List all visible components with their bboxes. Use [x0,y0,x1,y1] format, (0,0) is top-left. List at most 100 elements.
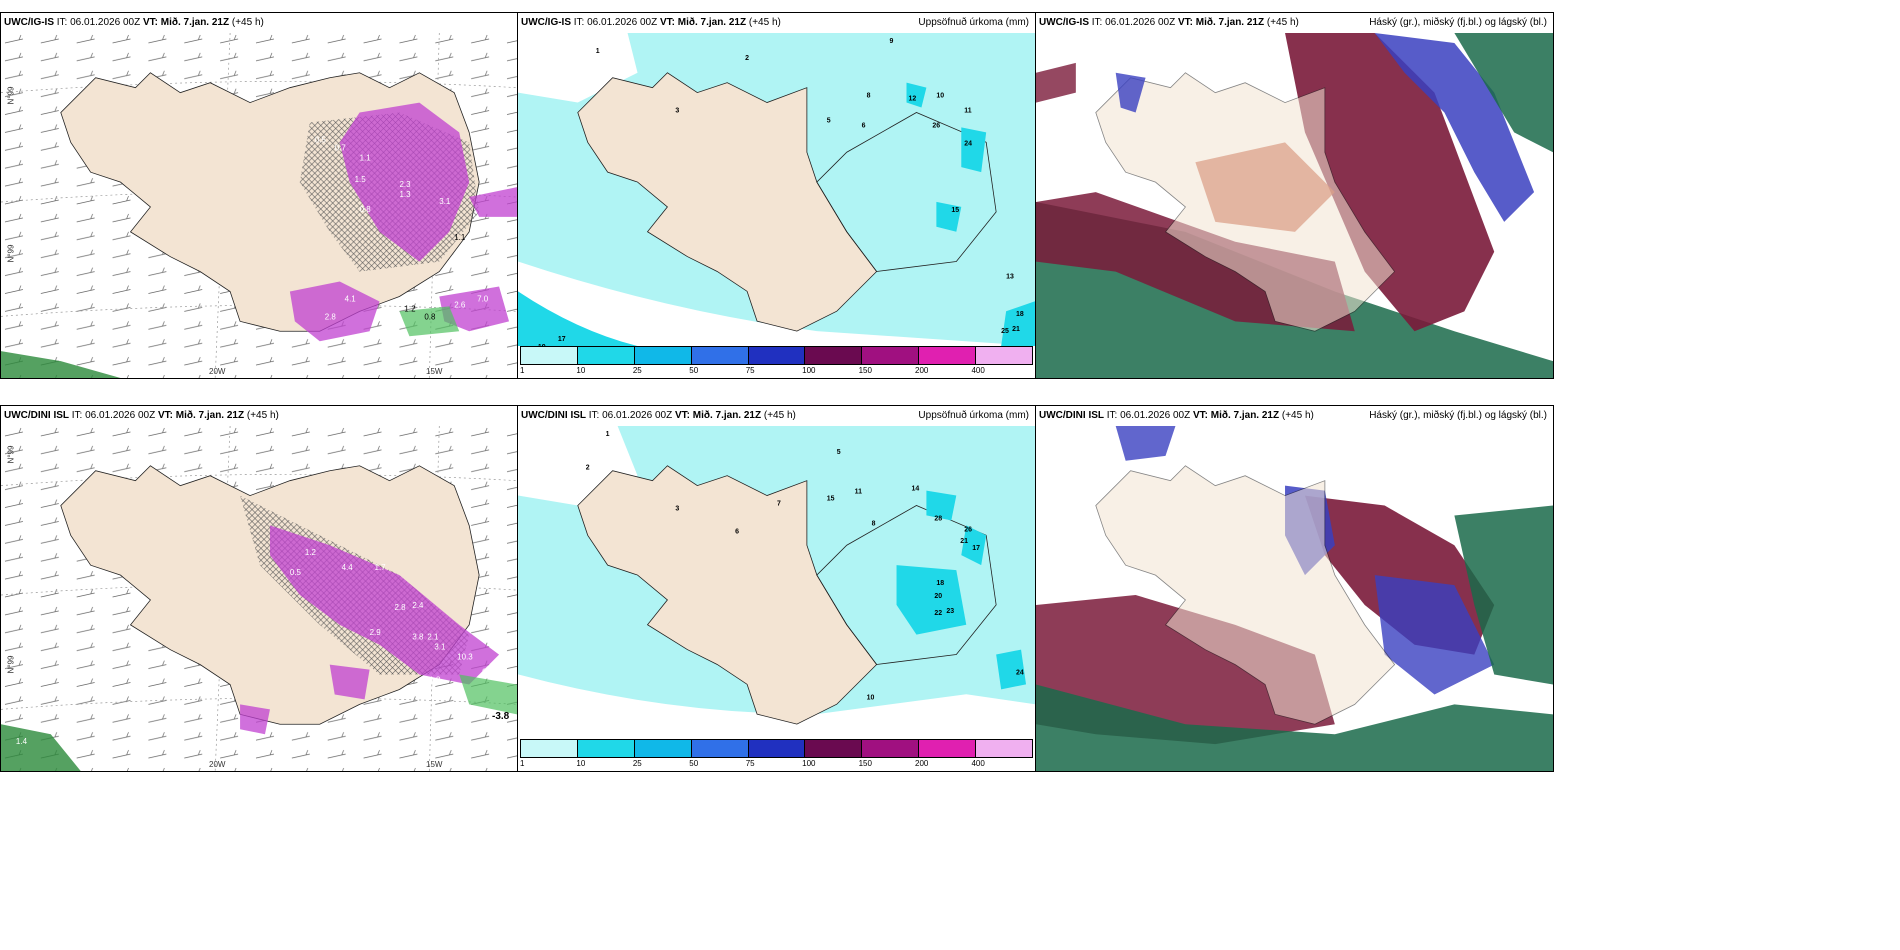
precip-value: 1 [596,48,600,55]
weather-value: 2.4 [412,601,424,610]
lat-label: N°99 [6,86,16,105]
precip-value: 25 [1001,328,1009,335]
init-time: IT: 06.01.2026 00Z [1106,410,1191,421]
panel-precip-dini: UWC/DINI ISL IT: 06.01.2026 00Z VT: Mið.… [517,405,1036,772]
weather-value: 2.8 [325,312,337,321]
legend-swatch [748,347,806,364]
precip-value: 26 [932,122,940,129]
precip-value: 9 [890,38,894,45]
model-name: UWC/IG-IS [521,17,571,28]
precip-value: 26 [964,526,972,533]
precip-value: 10 [867,694,875,701]
cloud-map [1036,426,1553,771]
weather-value: 7.0 [477,294,489,303]
precip-value: 28 [934,515,942,522]
precip-value: 5 [827,117,831,124]
model-name: UWC/DINI ISL [1039,410,1104,421]
precip-map: 1 2 3 5 6 7 8 11 14 28 26 21 17 18 20 22… [518,426,1035,739]
legend-tick: 1 [520,366,525,375]
weather-value: 1.2 [404,304,416,313]
weather-value: 3.1 [434,643,446,652]
precip-value: 17 [972,545,980,552]
legend-tick: 1 [520,759,525,768]
precip-value: 22 [934,610,942,617]
precip-value: 3 [675,505,679,512]
weather-value: 1.1 [360,153,372,162]
panel-header: UWC/DINI ISL IT: 06.01.2026 00Z VT: Mið.… [518,406,1035,426]
valid-time: Mið. 7.jan. 21Z [160,17,230,28]
valid-time: Mið. 7.jan. 21Z [175,410,245,421]
precip-color-legend: 1 10 25 50 75 100 150 200 400 [520,739,1033,769]
weather-value: 10.3 [457,653,473,662]
panel-title: Háský (gr.), miðský (fj.bl.) og lágský (… [1369,410,1547,421]
valid-prefix: VT: [659,17,675,28]
precip-value: 12 [908,96,916,103]
weather-value: 2.3 [399,180,411,189]
legend-tick: 75 [745,759,755,768]
panel-header: UWC/IG-IS IT: 06.01.2026 00Z VT: Mið. 7.… [1,13,517,33]
precip-value: 21 [960,538,968,545]
model-name: UWC/IG-IS [4,17,54,28]
precip-value: 24 [1016,669,1024,676]
valid-prefix: VT: [1192,410,1208,421]
weather-value: 1.1 [454,233,466,242]
model-name: UWC/DINI ISL [521,410,586,421]
precip-value: 3 [675,107,679,114]
valid-prefix: VT: [674,410,690,421]
precip-value: 2 [745,55,749,62]
precip-value: 11 [964,107,971,114]
panel-clouds-ig: UWC/IG-IS IT: 06.01.2026 00Z VT: Mið. 7.… [1035,12,1554,379]
lead-time: (+45 h) [231,17,264,28]
legend-tick: 400 [971,366,985,375]
legend-tick: 400 [971,759,985,768]
precip-value: 10 [936,93,944,100]
legend-tick: 200 [915,759,929,768]
init-time: IT: 06.01.2026 00Z [71,410,156,421]
legend-tick: 150 [858,366,872,375]
legend-tick: 100 [802,759,816,768]
legend-swatch [577,347,635,364]
lead-time: (+45 h) [246,410,279,421]
precip-value: 15 [827,496,835,503]
weather-value: 1.2 [305,548,317,557]
legend-tick: 200 [915,366,929,375]
weather-value: 1.4 [16,737,28,746]
precip-value: 8 [867,93,871,100]
lon-label-15w: 15W [426,367,443,376]
cloud-map [1036,33,1553,378]
panel-clouds-dini: UWC/DINI ISL IT: 06.01.2026 00Z VT: Mið.… [1035,405,1554,772]
precip-value: 7 [777,500,781,507]
weather-map: 1.4 0.5 1.2 4.4 1.7 2.8 2.4 3.8 2.1 3.1 … [1,426,517,771]
legend-swatch [577,740,635,757]
legend-tick: 25 [632,759,642,768]
precip-value: 2 [586,465,590,472]
legend-swatch [805,347,863,364]
init-time: IT: 06.01.2026 00Z [1091,17,1176,28]
lead-time: (+45 h) [1266,17,1299,28]
valid-time: Mið. 7.jan. 21Z [677,17,747,28]
legend-swatch [691,347,749,364]
panel-weather-dini: UWC/DINI ISL IT: 06.01.2026 00Z VT: Mið.… [0,405,518,772]
weather-value: 4.4 [342,563,354,572]
precip-value: 15 [951,207,959,214]
precip-map: 1 2 3 5 6 8 9 10 11 12 15 26 24 18 17 19… [518,33,1035,346]
precip-value: 24 [964,140,972,147]
weather-value: 1.7 [375,563,387,572]
legend-swatch [805,740,863,757]
valid-time: Mið. 7.jan. 21Z [1195,17,1265,28]
weather-value: 4.1 [345,294,357,303]
legend-swatch [691,740,749,757]
precip-value: 13 [1006,273,1014,280]
legend-tick: 150 [858,759,872,768]
lon-label-20w: 20W [209,367,226,376]
init-time: IT: 06.01.2026 00Z [588,410,673,421]
lon-label-15w: 15W [426,760,443,769]
panel-title: Uppsöfnuð úrkoma (mm) [918,17,1029,28]
precip-value: 8 [872,520,876,527]
weather-value: 1.3 [399,190,411,199]
legend-tick: 50 [689,366,699,375]
legend-swatch [976,740,1033,757]
panel-title: Háský (gr.), miðský (fj.bl.) og lágský (… [1369,17,1547,28]
panel-title: Uppsöfnuð úrkoma (mm) [918,410,1029,421]
precip-value: 6 [735,528,739,535]
